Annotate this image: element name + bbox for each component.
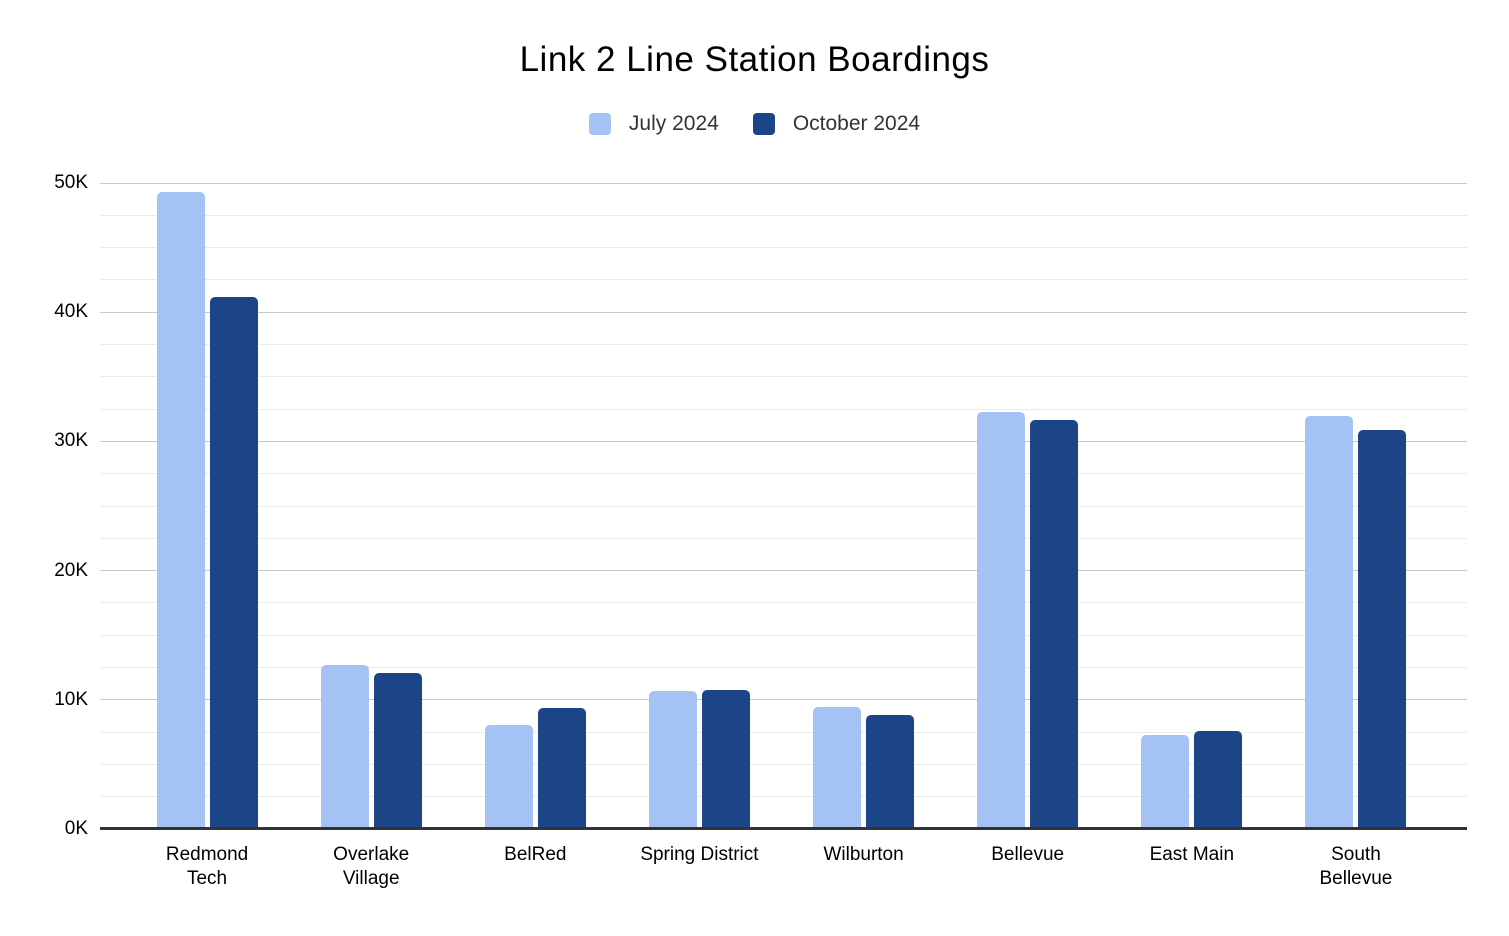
bar-redmond-tech-october[interactable] xyxy=(209,296,258,829)
bar-east-main-july[interactable] xyxy=(1141,735,1190,829)
gridline-major xyxy=(100,311,1467,313)
legend-swatch-october xyxy=(752,113,775,135)
gridline-major xyxy=(100,440,1467,442)
legend-label-october: October 2024 xyxy=(792,112,921,135)
x-axis-category-label: Redmond Tech xyxy=(165,844,249,889)
gridline-major xyxy=(100,699,1467,701)
bar-redmond-tech-july[interactable] xyxy=(156,192,205,829)
gridline-minor xyxy=(100,473,1467,475)
bar-wilburton-july[interactable] xyxy=(813,706,862,829)
bar-spring-district-october[interactable] xyxy=(701,690,750,829)
x-axis-category-label: BelRed xyxy=(504,844,567,865)
gridline-minor xyxy=(100,247,1467,249)
bar-overlake-village-july[interactable] xyxy=(320,664,369,829)
x-axis-category-label: South Bellevue xyxy=(1319,844,1393,889)
bar-belred-july[interactable] xyxy=(484,725,533,829)
y-axis-tick-label: 30K xyxy=(54,430,88,452)
x-axis-category-label: Overlake Village xyxy=(333,844,410,889)
gridline-minor xyxy=(100,763,1467,765)
x-axis-category-label: Bellevue xyxy=(991,844,1065,865)
gridline-minor xyxy=(100,408,1467,410)
legend-item-october: October 2024 xyxy=(752,112,921,136)
x-axis-category-label: Spring District xyxy=(640,844,759,865)
bar-bellevue-july[interactable] xyxy=(977,411,1026,829)
gridline-major xyxy=(100,182,1467,184)
bar-east-main-october[interactable] xyxy=(1194,731,1243,829)
gridline-minor xyxy=(100,796,1467,798)
bar-wilburton-october[interactable] xyxy=(866,714,915,829)
gridline-minor xyxy=(100,376,1467,378)
bar-overlake-village-october[interactable] xyxy=(373,672,422,829)
plot-area xyxy=(100,182,1467,830)
bar-south-bellevue-october[interactable] xyxy=(1358,430,1407,829)
bar-belred-october[interactable] xyxy=(537,708,586,829)
y-axis-tick-label: 20K xyxy=(54,559,88,581)
y-axis-tick-label: 10K xyxy=(54,688,88,710)
gridline-minor xyxy=(100,505,1467,507)
gridline-minor xyxy=(100,537,1467,539)
gridline-minor xyxy=(100,667,1467,668)
x-axis-category-label: East Main xyxy=(1149,844,1235,865)
gridline-minor xyxy=(100,214,1467,216)
y-axis-tick-label: 40K xyxy=(54,301,88,323)
bar-bellevue-october[interactable] xyxy=(1030,420,1079,829)
gridline-minor xyxy=(100,602,1467,604)
legend: July 2024 October 2024 xyxy=(0,112,1509,136)
legend-item-july: July 2024 xyxy=(588,112,719,136)
gridline-major xyxy=(100,570,1467,572)
bar-spring-district-july[interactable] xyxy=(648,690,697,829)
y-axis-tick-label: 50K xyxy=(54,172,88,193)
legend-label-july: July 2024 xyxy=(628,112,719,135)
gridline-minor xyxy=(100,279,1467,281)
x-axis-category-label: Wilburton xyxy=(823,844,904,865)
chart-title: Link 2 Line Station Boardings xyxy=(519,40,990,79)
y-axis-tick-label: 0K xyxy=(64,818,88,839)
legend-swatch-july xyxy=(588,113,611,135)
x-axis-line xyxy=(100,827,1467,830)
gridline-minor xyxy=(100,344,1467,345)
gridline-minor xyxy=(100,731,1467,733)
bar-south-bellevue-july[interactable] xyxy=(1305,416,1354,829)
gridline-minor xyxy=(100,634,1467,636)
